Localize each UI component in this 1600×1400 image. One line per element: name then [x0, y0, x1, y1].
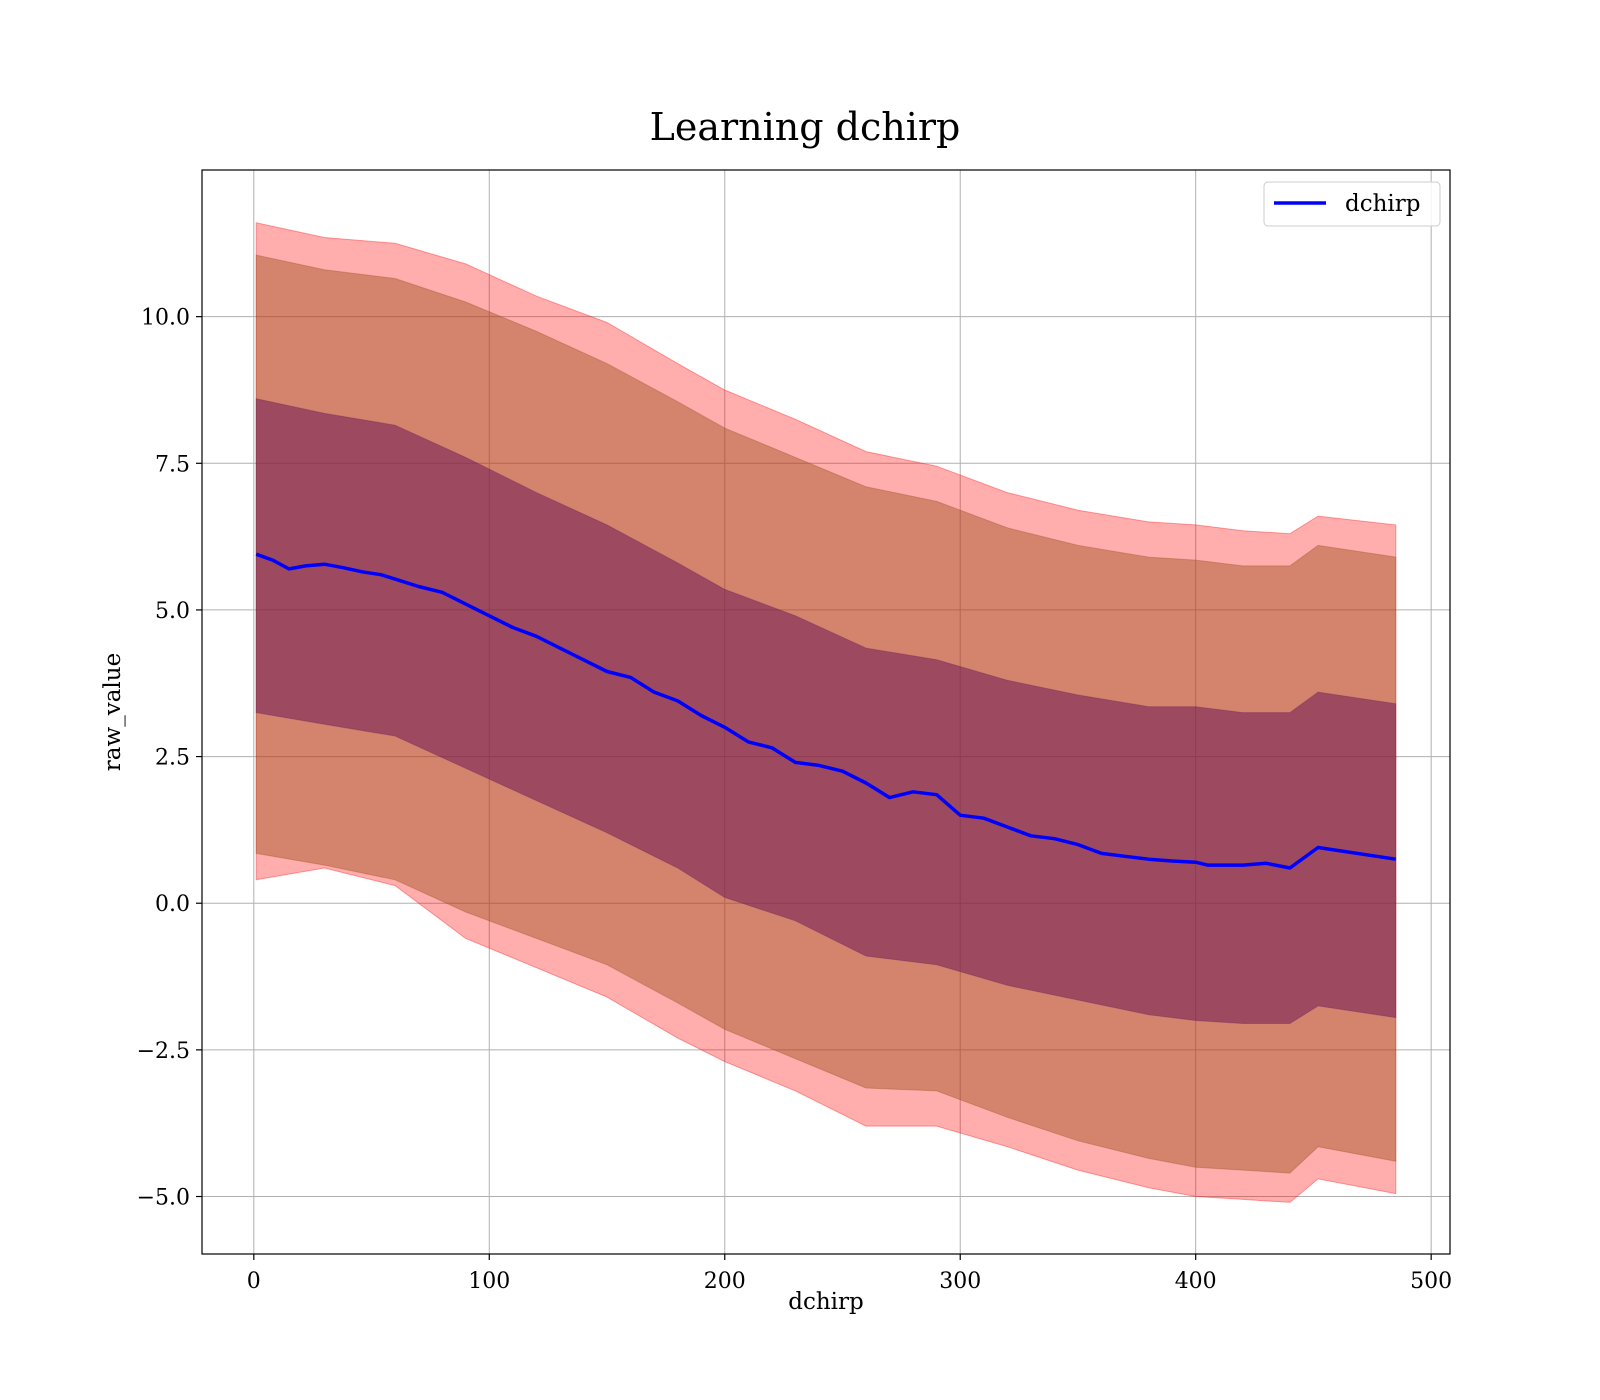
y-tick-label-4: 5.0: [155, 599, 190, 624]
chart-title: Learning dchirp: [650, 105, 961, 149]
y-tick-label-5: 7.5: [155, 452, 190, 477]
y-tick-label-2: 0.0: [155, 892, 190, 917]
y-tick-label-6: 10.0: [141, 306, 190, 331]
plot-frame: [201, 169, 1451, 1255]
x-tick-label-0: 0: [247, 1269, 261, 1294]
series-line-0: [255, 552, 1397, 870]
bands: [255, 222, 1397, 1203]
y-ticks: −5.0 −2.5 0.0 2.5 5.0 7.5 10.0: [137, 306, 202, 1211]
x-tick-label-2: 200: [704, 1269, 746, 1294]
x-tick-label-4: 400: [1175, 1269, 1217, 1294]
y-tick-label-0: −5.0: [137, 1186, 190, 1211]
x-ticks: 0 100 200 300 400 500: [247, 1254, 1452, 1294]
x-tick-label-1: 100: [468, 1269, 510, 1294]
x-axis-label: dchirp: [788, 1289, 864, 1315]
legend-label-dchirp: dchirp: [1345, 191, 1421, 217]
y-tick-label-1: −2.5: [137, 1039, 190, 1064]
y-tick-label-3: 2.5: [155, 746, 190, 771]
band-2: [255, 398, 1397, 1024]
x-tick-label-3: 300: [939, 1269, 981, 1294]
legend: dchirp: [1263, 181, 1441, 227]
legend-frame: [1263, 181, 1441, 227]
series-lines: [255, 552, 1397, 870]
y-axis-label: raw_value: [100, 653, 126, 771]
x-tick-label-5: 500: [1410, 1269, 1452, 1294]
